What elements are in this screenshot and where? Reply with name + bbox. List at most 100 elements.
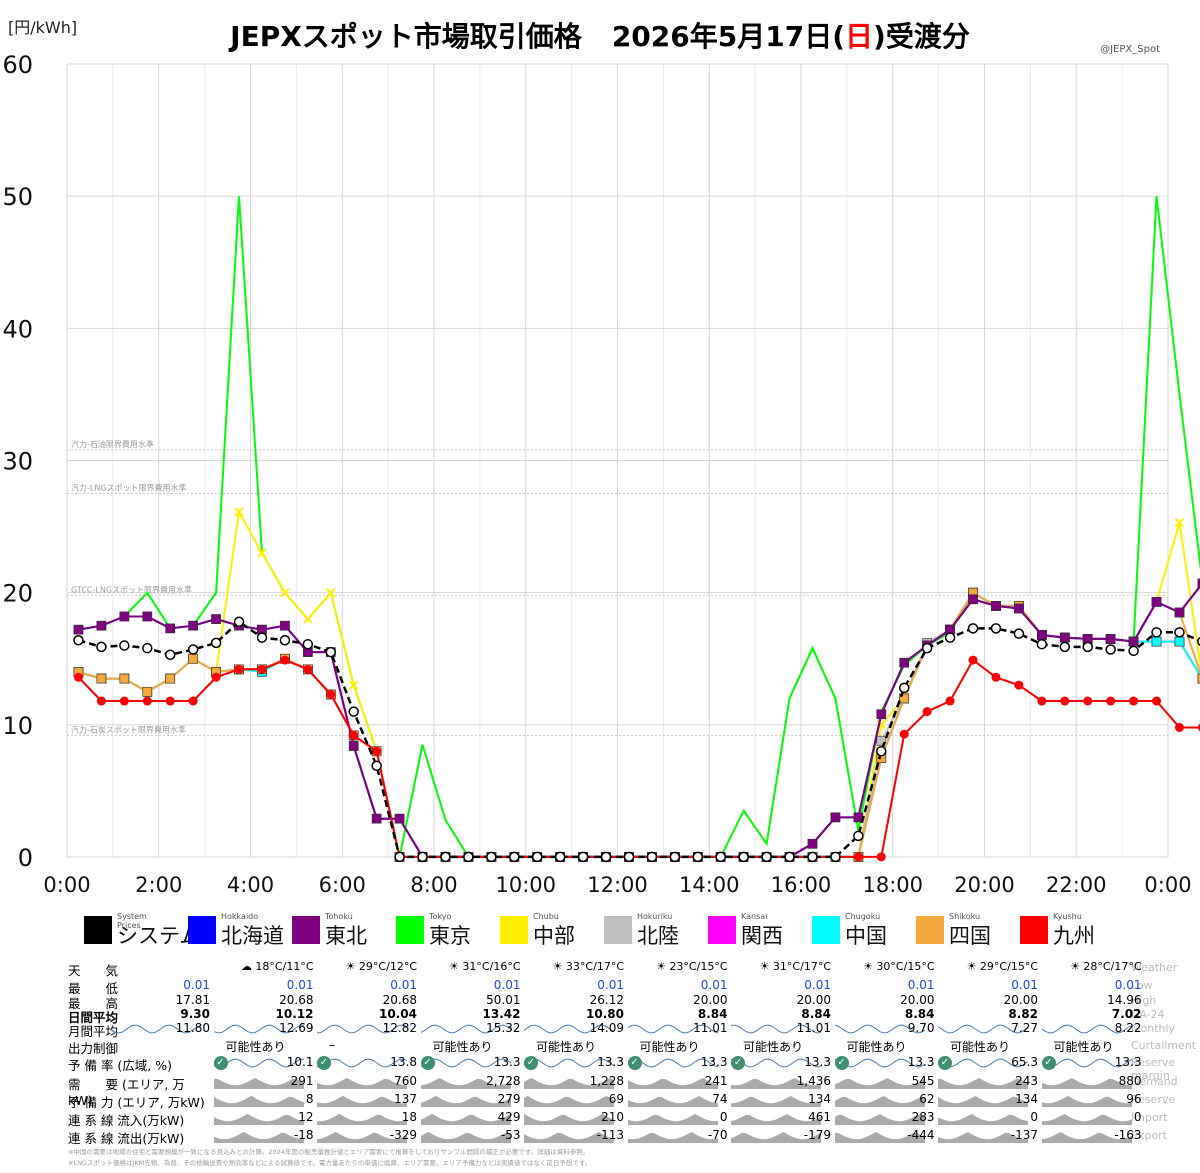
reserve-value: 279 — [497, 1092, 521, 1106]
table-cell: 20.00 — [835, 993, 934, 1011]
legend-en-label: Kansai — [741, 912, 768, 921]
export-value: -137 — [1010, 1128, 1038, 1142]
reserve_pct-value: 65.3 — [1011, 1055, 1038, 1069]
legend-swatch — [188, 916, 216, 944]
weather-value: ☀ 28°C/17°C — [1070, 960, 1142, 973]
table-cell: 8.84 — [835, 1007, 935, 1025]
table-row: 月間平均 Monthly 11.80 12.69 12.82 15.32 14.09 11.0… — [68, 1021, 1198, 1039]
table-cell: 8.84 — [731, 1007, 831, 1025]
line-sparkline — [317, 1024, 407, 1034]
reserve-value: 69 — [608, 1092, 624, 1106]
area-sparkline — [213, 1131, 304, 1143]
import-value: 429 — [497, 1110, 521, 1124]
table-cell: ☀ 33°C/17°C — [524, 960, 624, 978]
check-icon: ✓ — [317, 1056, 331, 1070]
table-cell: 12.82 — [317, 1021, 417, 1039]
reference-label: GTCC-LNGスポット限界費用水準 — [71, 584, 192, 594]
table-cell: 20.00 — [938, 993, 1038, 1011]
data-point — [944, 632, 956, 643]
data-point — [325, 646, 337, 658]
monthly-value: 11.80 — [175, 1021, 210, 1035]
data-point — [1128, 645, 1139, 657]
data-point — [257, 664, 267, 674]
row-label-en: Curtailment — [1131, 1039, 1197, 1052]
table-cell: ☁ 18°C/11°C — [214, 960, 314, 978]
data-point — [210, 637, 222, 649]
area-sparkline — [213, 1095, 304, 1107]
data-point — [1036, 638, 1048, 650]
table-cell: ☀ 23°C/15°C — [628, 960, 727, 978]
data-point — [1174, 627, 1185, 638]
x-axis-ticks: 0:00 2:00 4:00 6:00 8:00 10:00 12:00 14:00 16:00… — [43, 873, 1191, 897]
table-row: 天 気 Weather ☁ 18°C/11°C ☀ 29°C/12°C ☀ 31°C/1… — [68, 960, 1198, 978]
table-cell: -444 — [834, 1128, 935, 1146]
data-point — [119, 640, 130, 651]
table-row: 日間平均 DA-24 9.30 10.12 10.04 13.42 10.80 8.84 8.8… — [68, 1007, 1198, 1025]
area-sparkline — [524, 1095, 614, 1107]
high-value: 50.01 — [486, 993, 521, 1007]
data-point — [234, 507, 244, 517]
table-cell: -179 — [731, 1128, 831, 1146]
table-cell: -53 — [420, 1128, 521, 1146]
data-point — [1083, 696, 1093, 706]
data-point — [348, 741, 359, 751]
data-point — [1197, 636, 1200, 647]
table-row: 予 備 力 (エリア, 万kW) Reserve 8 137 279 69 74 134 62 1… — [68, 1092, 1198, 1110]
check-icon: ✓ — [627, 1056, 642, 1070]
data-point — [119, 673, 130, 684]
data-point — [164, 649, 176, 661]
data-point — [830, 812, 841, 823]
avg-value: 10.04 — [379, 1007, 417, 1021]
row-label-en: DA-24 — [1131, 1008, 1165, 1021]
data-point — [349, 680, 359, 690]
data-point — [853, 830, 864, 842]
data-point — [257, 548, 267, 558]
area-sparkline — [1041, 1132, 1132, 1143]
area-summary-table: 天 気 Weather ☁ 18°C/11°C ☀ 29°C/12°C ☀ 31°C/1… — [68, 960, 1196, 1150]
data-point — [1037, 630, 1047, 640]
check-icon: ✓ — [834, 1056, 849, 1070]
check-icon: ✓ — [1041, 1056, 1056, 1070]
weather-value: ☁ 18°C/11°C — [240, 960, 314, 973]
footnote-1: ※中国の需要は地域の住宅と需要規模が一致になる見込みとの計算。2024年度の販売… — [68, 1148, 590, 1156]
table-row: 予 備 率 (広域, %) Reserve margin ✓ 10.1 ✓ 13.8 ✓ 13… — [68, 1055, 1198, 1082]
area-sparkline — [731, 1078, 821, 1089]
demand-value: 291 — [290, 1074, 314, 1088]
legend-swatch — [292, 916, 320, 944]
table-cell: 0.01 — [317, 978, 417, 996]
data-point — [876, 852, 886, 862]
table-cell — [110, 1055, 210, 1073]
reserve_pct-value: 10.1 — [286, 1055, 314, 1069]
data-point — [784, 851, 795, 863]
low-value: 0.01 — [597, 978, 624, 992]
footnote-2: ※LNGスポット価格はJKM先物、為替、その他輸送費や熱効率などによる試算値です… — [68, 1159, 592, 1167]
x-tick-label: 12:00 — [587, 873, 648, 897]
table-row: 最 低 Low 0.01 0.01 0.01 0.01 0.01 0.01 0.01 0.01 0.… — [68, 978, 1198, 996]
table-cell: ✓ 10.1 — [213, 1055, 314, 1073]
curtail-value: 可能性あり — [225, 1040, 286, 1054]
reserve-value: 137 — [394, 1092, 417, 1106]
data-point — [1151, 636, 1162, 647]
data-point — [1059, 632, 1070, 643]
data-point — [372, 746, 382, 756]
legend-en-label: Shikoku — [949, 912, 981, 921]
data-point — [96, 673, 107, 684]
table-cell: 26.12 — [524, 993, 624, 1011]
row-label: 最 低 — [68, 981, 119, 996]
data-point — [738, 851, 749, 863]
table-cell: 20.68 — [214, 993, 313, 1011]
data-point — [371, 760, 382, 772]
table-cell: 0.01 — [421, 978, 521, 996]
data-point — [853, 852, 863, 862]
line-sparkline — [213, 1024, 304, 1034]
reserve-value: 62 — [919, 1092, 935, 1106]
series-システム — [73, 616, 1200, 863]
area-sparkline — [938, 1132, 1028, 1143]
curtail-value: 可能性あり — [1053, 1040, 1114, 1054]
legend-jp-label: 北陸 — [637, 924, 679, 948]
x-tick-label: 0:00 — [43, 873, 90, 897]
table-cell: ☀ 31°C/17°C — [731, 960, 831, 978]
data-point — [554, 851, 566, 863]
reserve-value: 96 — [1126, 1092, 1142, 1106]
